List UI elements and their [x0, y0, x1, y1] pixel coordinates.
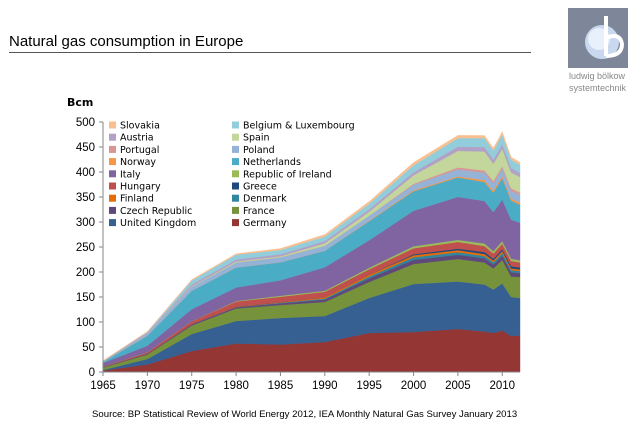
x-tick-label: 1985 [268, 380, 294, 392]
legend-swatch-hungary [109, 182, 116, 190]
legend-swatch-united-kingdom [109, 219, 116, 227]
legend-swatch-czech-republic [109, 206, 116, 214]
legend-label-hungary: Hungary [120, 182, 161, 193]
x-tick-label: 1980 [223, 380, 249, 392]
x-tick-label: 1970 [135, 380, 161, 392]
y-tick-label: 100 [76, 317, 95, 329]
x-tick-label: 1990 [312, 380, 338, 392]
y-tick-label: 0 [89, 367, 95, 379]
y-tick-label: 500 [76, 117, 95, 129]
x-tick-label: 2010 [489, 380, 515, 392]
x-tick-label: 2000 [401, 380, 427, 392]
legend-swatch-netherlands [232, 158, 239, 166]
legend-swatch-greece [232, 182, 239, 190]
legend-label-germany: Germany [243, 218, 287, 229]
legend-label-france: France [243, 206, 275, 217]
source-note: Source: BP Statistical Review of World E… [92, 409, 518, 420]
x-tick-label: 1965 [90, 380, 116, 392]
legend-label-greece: Greece [243, 182, 277, 193]
legend-label-czech-republic: Czech Republic [120, 206, 192, 217]
page-title: Natural gas consumption in Europe [9, 33, 244, 50]
legend-swatch-finland [109, 194, 116, 202]
legend-label-belgium-and-luxembourg: Belgium & Luxembourg [243, 121, 355, 132]
legend-label-poland: Poland [243, 145, 275, 156]
y-tick-label: 450 [76, 142, 95, 154]
legend-swatch-slovakia [109, 121, 116, 129]
legend-swatch-republic-of-ireland [232, 170, 239, 178]
x-tick-label: 2005 [445, 380, 471, 392]
area-slovakia [102, 131, 521, 362]
legend-label-slovakia: Slovakia [120, 121, 160, 132]
legend-label-spain: Spain [243, 133, 270, 144]
y-tick-label: 250 [76, 242, 95, 254]
legend-label-finland: Finland [120, 194, 154, 205]
y-tick-label: 350 [76, 192, 95, 204]
legend-swatch-portugal [109, 145, 116, 153]
legend-swatch-denmark [232, 194, 239, 202]
y-tick-label: 400 [76, 167, 95, 179]
legend-swatch-italy [109, 170, 116, 178]
legend-label-denmark: Denmark [243, 194, 287, 205]
legend-swatch-spain [232, 133, 239, 141]
legend-swatch-poland [232, 145, 239, 153]
y-tick-label: 300 [76, 217, 95, 229]
area-series-group [102, 131, 521, 373]
legend-swatch-germany [232, 219, 239, 227]
axes-group: 0 50 100 150 200 250 300 350 400 450 500 1965 1970 19… [76, 117, 520, 392]
y-axis-unit-label: Bcm [67, 96, 93, 109]
x-tick-label: 1975 [179, 380, 205, 392]
legend-label-austria: Austria [120, 133, 154, 144]
logo-caption-line-2: systemtechnik [569, 83, 627, 93]
legend-label-netherlands: Netherlands [243, 157, 301, 168]
legend-label-portugal: Portugal [120, 145, 159, 156]
legend-swatch-norway [109, 158, 116, 166]
legend-label-norway: Norway [120, 157, 156, 168]
legend-swatch-austria [109, 133, 116, 141]
x-tick-label: 1995 [356, 380, 382, 392]
legend-swatch-france [232, 206, 239, 214]
title-underline [9, 52, 531, 53]
logo-caption-line-1: ludwig bölkow [569, 71, 626, 81]
y-tick-label: 50 [82, 342, 95, 354]
legend-label-italy: Italy [120, 169, 141, 180]
legend-swatch-belgium-and-luxembourg [232, 121, 239, 129]
logo-caption: ludwig bölkow systemtechnik [569, 70, 637, 94]
legend-label-united-kingdom: United Kingdom [120, 218, 196, 229]
legend-label-republic-of-ireland: Republic of Ireland [243, 169, 332, 180]
b-logo-icon [568, 8, 628, 68]
y-tick-label: 200 [76, 267, 95, 279]
y-tick-label: 150 [76, 292, 95, 304]
